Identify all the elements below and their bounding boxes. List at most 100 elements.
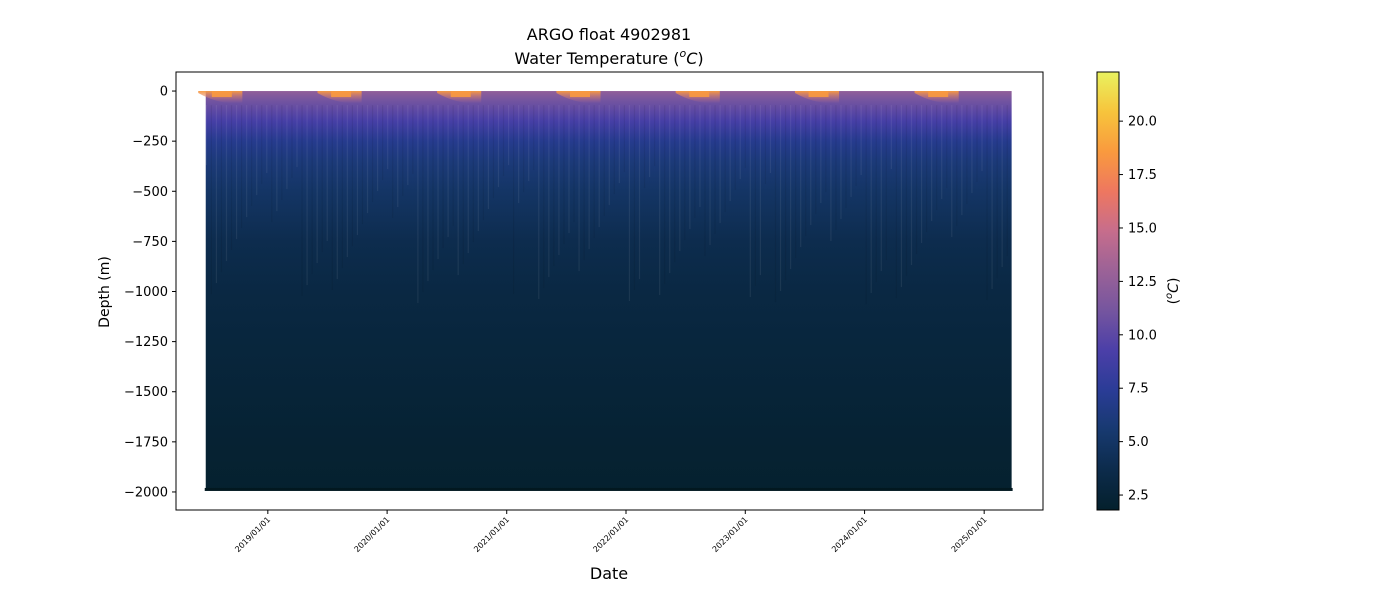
bottom-edge: [204, 487, 1013, 491]
plot-area: [175, 71, 1044, 511]
y-axis: 0 −250 −500 −750 −1000 −1250 −1500 −1750 −2000: [124, 85, 176, 500]
profile-streak: [885, 105, 887, 261]
profile-streak: [971, 105, 973, 194]
profile-streak: [769, 105, 772, 174]
x-tick-label: 2019/01/01: [233, 515, 272, 554]
profile-streak: [1001, 105, 1003, 268]
profile-streak: [316, 105, 318, 264]
profile-streak: [387, 105, 389, 170]
profile-streak: [669, 105, 671, 274]
profile-streak: [684, 105, 686, 241]
profile-streak: [855, 105, 857, 187]
colorbar-tick-label: 7.5: [1128, 382, 1149, 397]
profile-streak: [714, 105, 716, 235]
profile-streak: [759, 105, 761, 276]
profile-streak: [336, 105, 338, 280]
x-tick-label: 2023/01/01: [711, 515, 750, 554]
profile-streak: [482, 105, 484, 221]
profile-streak: [931, 105, 933, 222]
profile-streak: [593, 105, 595, 239]
profile-streak: [749, 105, 751, 298]
profile-streak: [648, 105, 651, 178]
profile-streak: [830, 105, 832, 242]
profile-streak: [422, 105, 424, 293]
chart-subtitle-text: Water Temperature (: [514, 49, 679, 68]
colorbar-tick-label: 12.5: [1128, 275, 1157, 290]
profile-streak: [805, 105, 807, 237]
x-tick-label: 2024/01/01: [830, 515, 869, 554]
profile-streak: [638, 105, 641, 280]
colorbar-tick-label: 17.5: [1128, 168, 1157, 183]
profile-streak: [583, 105, 585, 261]
profile-streak: [699, 105, 701, 208]
profile-streak: [578, 105, 580, 272]
profile-streak: [860, 105, 862, 176]
profile-streak: [477, 105, 479, 232]
profile-streak: [331, 105, 333, 291]
profile-streak: [961, 105, 963, 216]
profile-streak: [402, 105, 404, 197]
y-tick-label: −1250: [124, 335, 168, 350]
profile-streak: [457, 105, 459, 276]
profile-streak: [870, 105, 872, 294]
profile-streak: [311, 105, 313, 275]
chart-subtitle-close: ): [697, 49, 703, 68]
profile-streak: [366, 105, 369, 214]
profile-streak: [376, 105, 379, 192]
profile-streak: [518, 105, 520, 204]
profile-streak: [603, 105, 605, 217]
profile-streak: [679, 105, 681, 252]
profile-streak: [407, 105, 409, 186]
profile-streak: [361, 105, 364, 225]
y-tick-label: −1500: [124, 385, 168, 400]
profile-streak: [795, 105, 797, 259]
y-tick-label: 0: [160, 85, 168, 100]
x-tick-label: 2020/01/01: [353, 515, 392, 554]
colorbar-tick-label: 2.5: [1128, 489, 1149, 504]
profile-streak: [301, 105, 303, 297]
profile-streak: [694, 105, 696, 219]
profile-streak: [900, 105, 903, 288]
profile-streak: [628, 105, 631, 302]
profile-streak: [774, 105, 777, 303]
profile-streak: [246, 105, 248, 218]
profile-streak: [437, 105, 439, 260]
profile-streak: [623, 105, 625, 173]
colorbar-label: (oC): [1164, 278, 1182, 305]
profile-streak: [432, 105, 434, 271]
profile-streak: [205, 105, 207, 166]
colorbar-tick-label: 5.0: [1128, 435, 1149, 450]
profile-streak: [286, 105, 288, 190]
profile-streak: [744, 105, 746, 169]
colorbar-label-open: (: [1166, 299, 1182, 304]
chart-subtitle-unit-letter: C: [686, 49, 698, 68]
profile-streak: [442, 105, 444, 249]
temperature-field: [205, 91, 1012, 490]
profile-streak: [739, 105, 741, 180]
profile-streak: [926, 105, 928, 233]
profile-streak: [719, 105, 721, 224]
profile-streak: [800, 105, 802, 248]
profile-streak: [397, 105, 399, 208]
x-tick-label: 2021/01/01: [472, 515, 511, 554]
chart-subtitle: Water Temperature (oC): [514, 47, 703, 68]
profile-streak: [659, 105, 661, 296]
profile-streak: [538, 105, 540, 300]
profile-streak: [865, 105, 867, 305]
profile-streak: [905, 105, 908, 277]
surface-peak: [928, 91, 949, 98]
profile-streak: [820, 105, 822, 204]
profile-streak: [920, 105, 923, 244]
colorbar-tick-label: 15.0: [1128, 221, 1157, 236]
profile-streak: [754, 105, 756, 287]
profile-streak: [563, 105, 565, 245]
profile-streak: [220, 105, 223, 273]
profile-streak: [281, 105, 283, 201]
profile-streak: [704, 105, 706, 257]
profile-streak: [618, 105, 620, 184]
colorbar-label-degree: o: [1164, 293, 1175, 299]
y-tick-label: −250: [132, 135, 168, 150]
profile-streak: [991, 105, 993, 290]
profile-streak: [956, 105, 958, 227]
